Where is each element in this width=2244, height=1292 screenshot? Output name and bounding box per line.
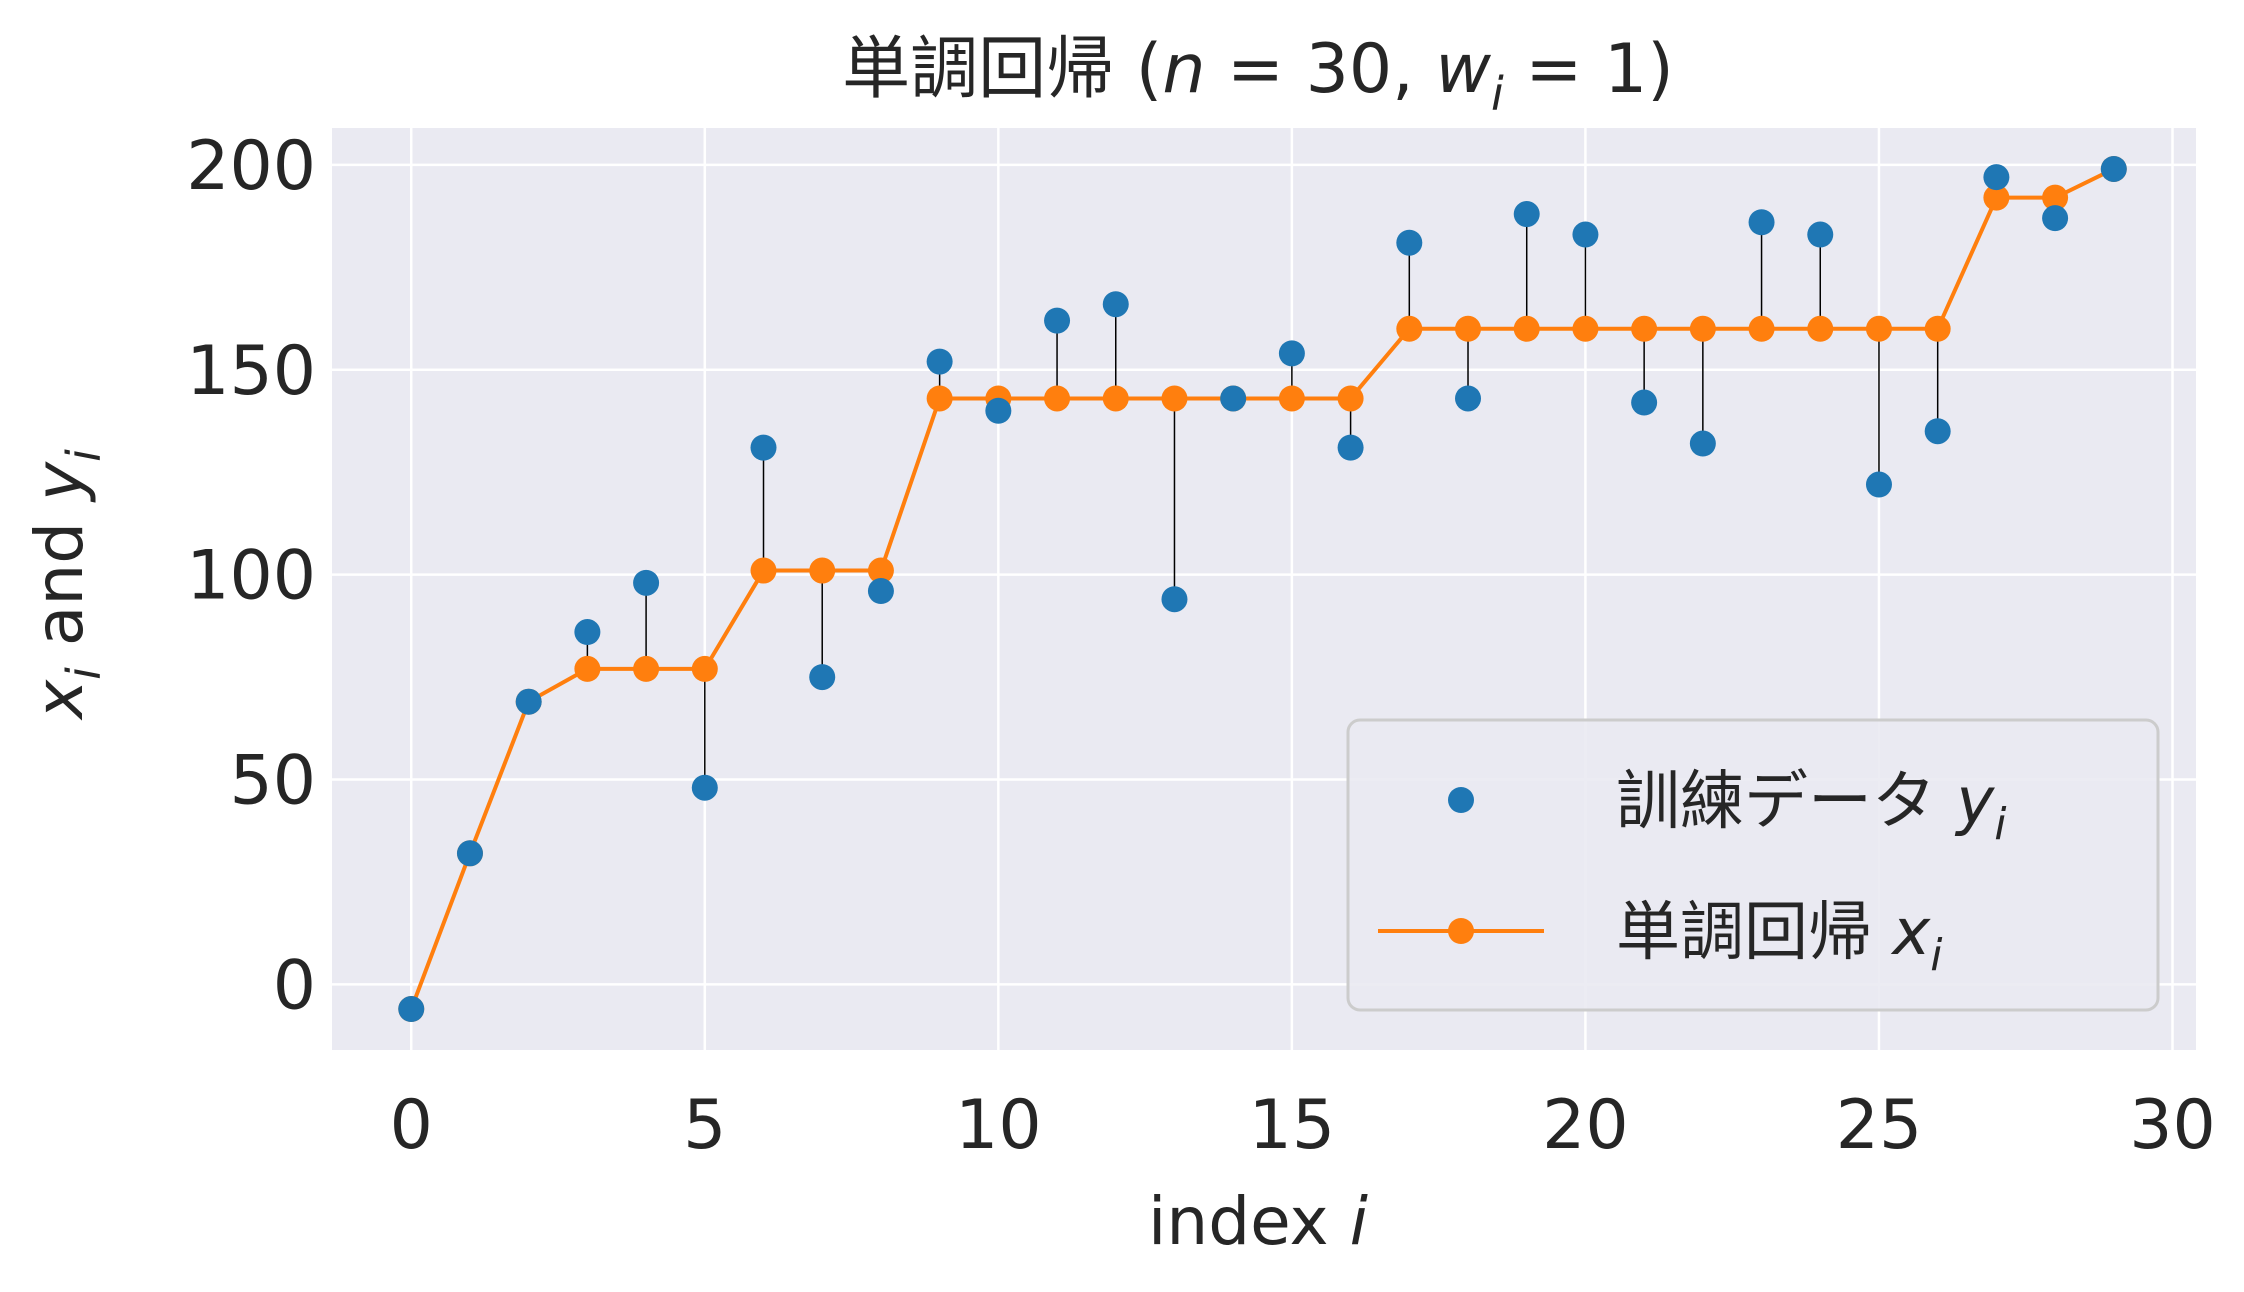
isotonic-point <box>1337 385 1364 412</box>
training-point <box>1748 209 1775 236</box>
isotonic-point <box>1513 315 1540 342</box>
training-point <box>1572 221 1599 248</box>
y-tick-label: 100 <box>186 537 316 616</box>
x-tick-label: 10 <box>955 1086 1042 1165</box>
training-point <box>633 569 660 596</box>
legend-line-marker <box>1448 918 1474 944</box>
isotonic-point <box>750 557 777 584</box>
isotonic-point <box>809 557 836 584</box>
training-point <box>809 664 836 691</box>
training-point <box>1161 586 1188 613</box>
isotonic-point <box>691 655 718 682</box>
training-point <box>926 348 953 375</box>
x-tick-label: 0 <box>390 1086 433 1165</box>
x-tick-label: 25 <box>1836 1086 1923 1165</box>
isotonic-point <box>1278 385 1305 412</box>
isotonic-point <box>1924 315 1951 342</box>
y-axis-label: xi and yi <box>21 449 111 721</box>
training-point <box>1631 389 1658 416</box>
training-point <box>750 434 777 461</box>
training-point <box>691 774 718 801</box>
isotonic-point <box>1689 315 1716 342</box>
x-tick-label: 20 <box>1542 1086 1629 1165</box>
y-tick-label: 200 <box>186 127 316 206</box>
training-point <box>456 840 483 867</box>
isotonic-point <box>1865 315 1892 342</box>
training-point <box>1455 385 1482 412</box>
training-point <box>1278 340 1305 367</box>
isotonic-point <box>1396 315 1423 342</box>
isotonic-point <box>1748 315 1775 342</box>
training-point <box>1044 307 1071 334</box>
legend-label-isotonic: 単調回帰 xi <box>1616 896 1943 981</box>
isotonic-point <box>1455 315 1482 342</box>
isotonic-point <box>1807 315 1834 342</box>
training-point <box>1689 430 1716 457</box>
training-point <box>1102 291 1129 318</box>
isotonic-point <box>1044 385 1071 412</box>
training-point <box>2042 205 2069 232</box>
isotonic-point <box>2042 184 2069 211</box>
isotonic-point <box>633 655 660 682</box>
y-tick-label: 0 <box>273 946 316 1025</box>
training-point <box>1220 385 1247 412</box>
legend-scatter-marker <box>1448 787 1474 813</box>
training-point <box>1396 229 1423 256</box>
x-tick-label: 15 <box>1249 1086 1336 1165</box>
legend-box <box>1346 718 2160 1012</box>
isotonic-point <box>1161 385 1188 412</box>
training-point <box>867 578 894 605</box>
training-point <box>2100 155 2127 182</box>
training-point <box>398 996 425 1023</box>
training-point <box>1807 221 1834 248</box>
isotonic-point <box>1983 184 2010 211</box>
training-point <box>1924 418 1951 445</box>
isotonic-point <box>1572 315 1599 342</box>
isotonic-point <box>574 655 601 682</box>
chart-title: 単調回帰 (n = 30, wi = 1) <box>842 30 1674 121</box>
training-point <box>574 619 601 646</box>
x-tick-label: 30 <box>2129 1086 2216 1165</box>
training-point <box>1865 471 1892 498</box>
x-axis-label: index i <box>1148 1183 1369 1260</box>
isotonic-point <box>1102 385 1129 412</box>
y-tick-label: 150 <box>186 332 316 411</box>
training-point <box>1983 164 2010 191</box>
training-point <box>1513 201 1540 228</box>
legend-label-training: 訓練データ yi <box>1616 765 2007 850</box>
x-tick-label: 5 <box>683 1086 726 1165</box>
isotonic-point <box>1631 315 1658 342</box>
isotonic-point <box>926 385 953 412</box>
y-tick-label: 50 <box>229 742 316 821</box>
training-point <box>515 688 542 715</box>
training-point <box>985 397 1012 424</box>
training-point <box>1337 434 1364 461</box>
isotonic-point <box>867 557 894 584</box>
